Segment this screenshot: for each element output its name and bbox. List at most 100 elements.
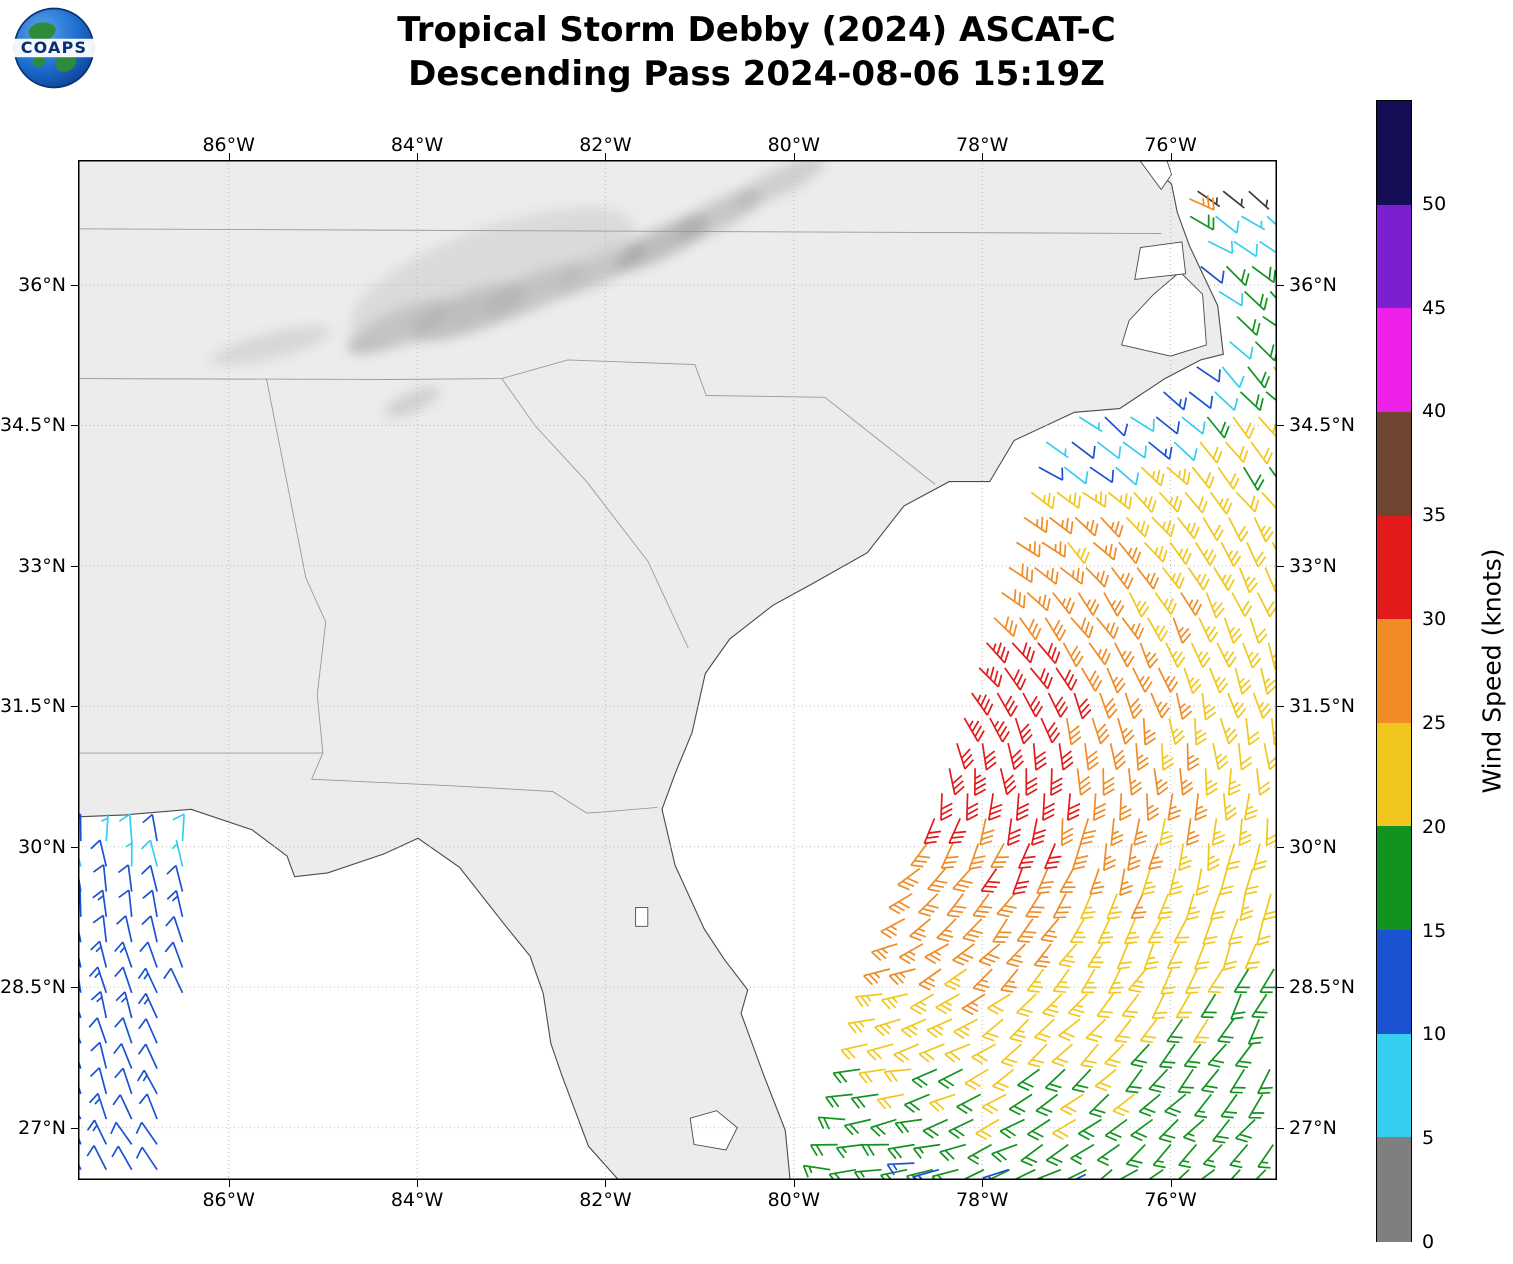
wind-barb <box>1178 843 1192 871</box>
wind-barb <box>1188 391 1214 410</box>
wind-barb <box>1030 818 1047 846</box>
wind-barb <box>1195 541 1217 566</box>
wind-barb <box>850 1093 879 1109</box>
tick-mark-left <box>71 425 78 427</box>
wind-barb <box>1036 868 1054 895</box>
wind-barb <box>1008 563 1034 584</box>
tick-mark-left <box>71 706 78 708</box>
wind-barb <box>1159 818 1174 846</box>
wind-barb <box>1069 918 1086 944</box>
wind-barb <box>1232 416 1255 440</box>
wind-barb <box>1247 1018 1264 1045</box>
lon-tick-label-bottom: 76°W <box>1144 1189 1197 1211</box>
wind-barb <box>1263 743 1280 771</box>
wind-barb <box>964 1068 989 1091</box>
wind-barb <box>90 940 108 968</box>
wind-barb <box>944 1043 971 1063</box>
wind-barb <box>1035 1168 1062 1188</box>
wind-barb <box>1240 215 1266 231</box>
wind-barb <box>1244 290 1269 311</box>
wind-barb <box>1071 441 1096 460</box>
wind-barb <box>1121 993 1140 1018</box>
wind-barb <box>1256 918 1271 946</box>
wind-barb <box>1186 743 1200 771</box>
wind-barb <box>996 893 1017 918</box>
wind-barb <box>1125 1144 1146 1168</box>
wind-barb <box>861 1143 890 1157</box>
wind-barb <box>1088 1093 1110 1118</box>
wind-barb <box>1079 818 1096 846</box>
colorbar-segment <box>1377 101 1411 206</box>
wind-barb <box>1191 466 1215 489</box>
wind-barb <box>1006 818 1022 846</box>
wind-barb <box>881 993 909 1010</box>
wind-barb <box>1247 366 1271 389</box>
wind-barb <box>1228 517 1249 542</box>
wind-barb <box>1084 743 1099 771</box>
wind-barb <box>835 1143 864 1159</box>
wind-barb <box>1233 968 1250 994</box>
wind-barb <box>1259 968 1276 994</box>
wind-barb <box>1042 793 1056 822</box>
wind-barb <box>975 1118 1000 1141</box>
wind-barb <box>1071 1068 1092 1093</box>
wind-barb <box>886 1162 915 1176</box>
wind-barb <box>1207 1043 1227 1068</box>
wind-barb <box>972 968 993 993</box>
wind-barb <box>1140 1168 1164 1192</box>
wind-barb <box>1262 315 1287 333</box>
wind-barb <box>1218 290 1244 307</box>
wind-barb <box>853 1168 882 1183</box>
colorbar <box>1376 100 1412 1242</box>
lat-tick-label-right: 34.5°N <box>1289 414 1356 437</box>
wind-barb <box>876 1093 905 1110</box>
wind-barb <box>172 813 185 842</box>
wind-barb <box>1104 1043 1125 1068</box>
wind-barb <box>1204 768 1218 796</box>
wind-barb <box>991 1143 1018 1163</box>
tick-mark-top <box>1170 153 1172 160</box>
wind-barb <box>1151 516 1176 538</box>
wind-barb <box>164 941 184 968</box>
wind-barb <box>1193 1093 1212 1119</box>
wind-barb <box>870 1118 897 1137</box>
tick-mark-left <box>71 846 78 848</box>
tick-mark-bottom <box>605 1180 607 1187</box>
tick-mark-left <box>71 1127 78 1129</box>
wind-barb <box>118 889 133 917</box>
wind-barb <box>1052 893 1072 919</box>
wind-barb <box>918 893 939 917</box>
wind-barb <box>1041 541 1067 558</box>
colorbar-tick-label: 50 <box>1422 192 1447 215</box>
wind-barb <box>981 1093 1007 1115</box>
lon-tick-label-top: 82°W <box>579 134 632 156</box>
wind-barb <box>981 743 997 771</box>
wind-barb <box>1114 642 1135 668</box>
wind-barb <box>940 793 953 822</box>
wind-barb <box>1168 868 1184 896</box>
wind-barb <box>112 1094 133 1120</box>
wind-barb <box>1138 1093 1161 1117</box>
wind-barb <box>1058 943 1078 968</box>
wind-barb <box>937 1068 963 1090</box>
wind-barb <box>1017 1068 1040 1092</box>
wind-barb <box>135 1121 158 1145</box>
wind-barb <box>1246 1169 1267 1193</box>
wind-barb <box>1229 341 1254 360</box>
wind-barb <box>911 1068 938 1089</box>
wind-barb <box>1001 589 1026 609</box>
wind-barb <box>165 916 184 943</box>
wind-barb <box>90 1041 108 1069</box>
wind-barb <box>1085 566 1109 588</box>
wind-barb <box>1202 1144 1223 1168</box>
wind-barb <box>1133 818 1148 846</box>
colorbar-tick-label: 40 <box>1422 400 1447 423</box>
wind-barb <box>1106 667 1126 694</box>
lat-tick-label-right: 31.5°N <box>1289 695 1356 718</box>
logo-text: COAPS <box>21 38 88 57</box>
wind-barb <box>88 966 108 994</box>
wind-barb <box>1005 943 1027 968</box>
wind-barb <box>1133 491 1157 513</box>
wind-barb <box>163 967 184 994</box>
wind-barb <box>1216 642 1237 668</box>
